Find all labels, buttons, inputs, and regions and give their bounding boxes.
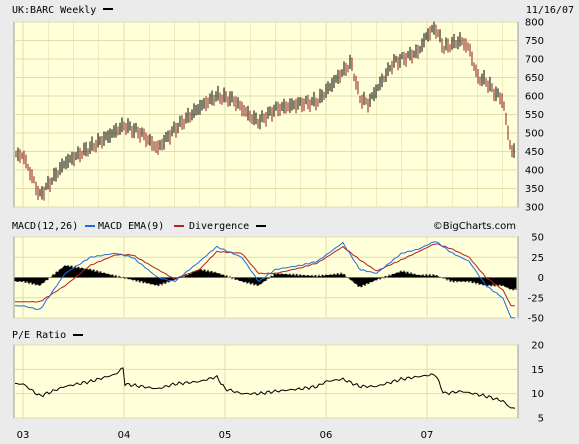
pe-ratio-line	[14, 367, 516, 409]
macd-ema-legend-swatch	[174, 225, 184, 227]
price-panel: 800 750 700 650 600 550 500 450 400 350 300	[13, 18, 544, 214]
macd-lines	[14, 241, 516, 319]
macd-legend-swatch	[85, 225, 95, 227]
price-y-tick-label: 650	[525, 73, 544, 84]
price-y-tick-label: 750	[525, 36, 544, 47]
price-y-tick-label: 800	[525, 18, 544, 29]
chart-date: 11/16/07	[526, 5, 574, 16]
x-axis-labels: 03 04 05 06 07	[17, 430, 434, 441]
pe-legend-label: P/E Ratio	[12, 330, 66, 341]
pe-lines	[14, 367, 516, 409]
price-legend-swatch	[103, 8, 113, 10]
x-tick-label: 05	[219, 430, 232, 441]
macd-line	[14, 241, 516, 319]
macd-legend-label: MACD(12,26)	[12, 221, 78, 232]
x-tick-label: 04	[118, 430, 131, 441]
pe-grid	[14, 344, 518, 419]
price-y-tick-label: 700	[525, 55, 544, 66]
price-axis-labels: 800 750 700 650 600 550 500 450 400 350 300	[525, 18, 544, 214]
pe-panel: 20 15 10 5	[13, 341, 544, 425]
x-tick-label: 03	[17, 430, 30, 441]
price-grid	[14, 21, 518, 208]
macd-ema-line	[14, 243, 516, 307]
divergence-legend-label: Divergence	[189, 221, 249, 232]
macd-ema-legend-label: MACD EMA(9)	[98, 221, 164, 232]
price-y-tick-label: 500	[525, 129, 544, 140]
macd-y-tick-label: 0	[538, 273, 544, 284]
macd-panel: 50 25 0 -25 -50	[13, 233, 544, 325]
pe-y-tick-label: 20	[531, 341, 544, 352]
x-tick-label: 06	[320, 430, 333, 441]
price-y-tick-label: 600	[525, 92, 544, 103]
pe-axis-labels: 20 15 10 5	[531, 341, 544, 425]
bigcharts-watermark: ©BigCharts.com	[433, 221, 516, 232]
price-y-tick-label: 300	[525, 203, 544, 214]
macd-y-tick-label: -25	[528, 293, 544, 304]
x-tick-label: 07	[421, 430, 434, 441]
pe-plot-area	[13, 344, 519, 419]
divergence-legend-swatch	[256, 225, 266, 227]
pe-y-tick-label: 10	[531, 389, 544, 400]
pe-legend-swatch	[73, 334, 83, 336]
macd-y-tick-label: 50	[531, 233, 544, 244]
price-y-tick-label: 450	[525, 147, 544, 158]
chart-title: UK:BARC Weekly	[12, 5, 96, 16]
price-y-tick-label: 550	[525, 110, 544, 121]
macd-y-tick-label: -50	[528, 314, 544, 325]
price-bars	[15, 21, 515, 201]
pe-y-tick-label: 15	[531, 365, 544, 376]
price-y-tick-label: 400	[525, 166, 544, 177]
macd-axis-labels: 50 25 0 -25 -50	[528, 233, 544, 325]
macd-y-tick-label: 25	[531, 253, 544, 264]
price-y-tick-label: 350	[525, 184, 544, 195]
pe-y-tick-label: 5	[538, 414, 544, 425]
